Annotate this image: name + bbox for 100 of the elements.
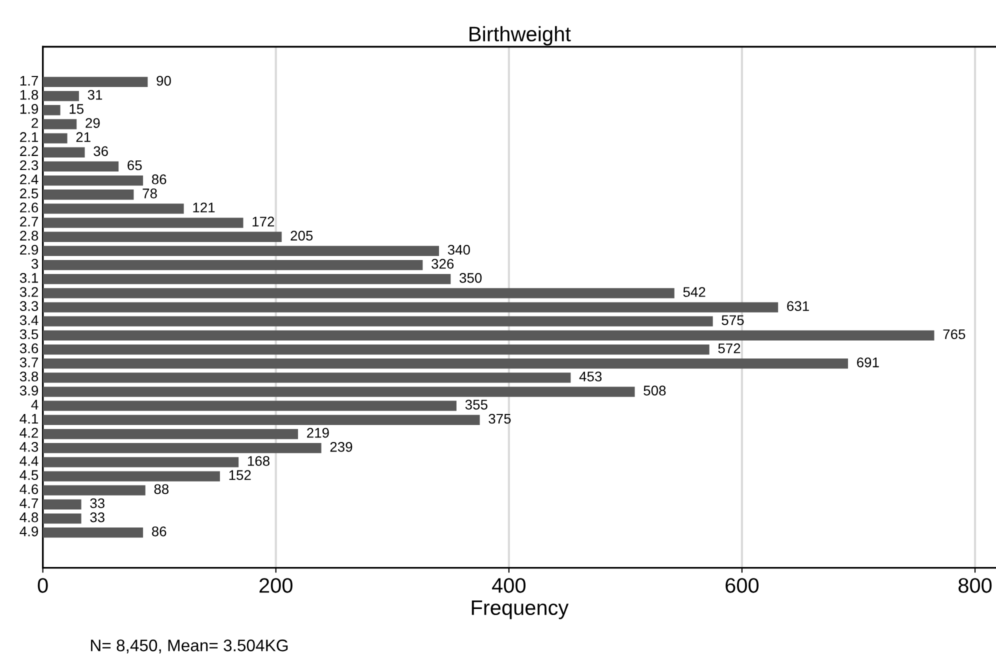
data-label: 29 [86,118,100,128]
y-tick-label: 4.1 [20,414,38,424]
y-tick-label: 4.6 [20,484,38,494]
bar [42,344,710,355]
bar [42,428,298,440]
y-tick-label: 1.8 [20,90,38,100]
data-label: 765 [943,329,966,340]
bar [42,76,148,88]
y-tick-label: 2.5 [20,188,38,198]
bar [42,330,934,341]
data-label: 168 [248,456,270,466]
data-label: 340 [448,244,470,255]
data-label: 239 [330,442,352,452]
data-label: 631 [787,301,809,312]
bar [42,161,119,172]
y-tick-label: 2.2 [20,146,38,156]
y-tick-label: 3.1 [20,273,38,283]
y-tick-label: 4.7 [20,498,38,508]
bar [42,414,480,426]
y-tick-label: 4.4 [20,456,38,466]
bar [42,316,713,326]
y-tick-label: 3.9 [20,386,38,396]
data-label: 542 [683,287,706,297]
data-label: 121 [193,202,215,212]
y-tick-label: 2.6 [20,202,38,212]
data-label: 21 [76,132,90,142]
bar [42,218,244,228]
data-label: 31 [88,90,102,100]
data-label: 572 [718,343,740,354]
bar [42,358,848,369]
bar [42,457,239,468]
data-label: 205 [290,230,313,241]
bar [42,90,79,102]
y-tick-label: 4.8 [20,512,38,522]
chart-title: Birthweight [470,26,571,46]
data-label: 508 [644,386,666,396]
y-tick-label: 4.5 [20,470,38,480]
x-tick-label: 0 [38,578,48,593]
bar [42,485,146,496]
x-tick-label: 600 [726,578,759,593]
data-label: 86 [152,526,166,536]
bar [42,443,322,454]
y-tick-label: 3.6 [20,343,38,354]
data-label: 88 [154,484,169,494]
y-tick-label: 2.8 [20,230,38,241]
y-tick-label: 3 [31,258,38,269]
data-label: 15 [70,104,84,114]
x-axis-title: Frequency [472,600,569,620]
bar [42,513,82,524]
y-tick-label: 4 [31,400,38,410]
x-tick-label: 200 [260,578,292,593]
y-tick-label: 3.4 [20,315,38,326]
bar [42,105,60,116]
bar [42,274,451,284]
bar [42,204,184,214]
bar [42,260,423,270]
data-label: 36 [94,146,108,156]
bar [42,190,134,200]
y-tick-label: 1.7 [20,76,38,86]
data-label: 375 [488,414,511,424]
y-tick-label: 2 [32,118,38,128]
bar [42,246,440,256]
y-tick-label: 4.3 [20,442,38,452]
data-label: 691 [857,358,879,368]
bar [42,288,674,298]
y-tick-label: 2.4 [20,174,38,184]
text: N= 8,450, Mean= 3.504KG [91,640,288,654]
data-label: 575 [722,315,744,326]
data-label: 152 [229,470,251,480]
bar [42,372,571,383]
data-label: 86 [152,174,166,184]
data-label: 65 [128,160,142,170]
y-tick-label: 3.3 [20,301,38,312]
data-label: 33 [90,498,104,508]
data-label: 172 [252,216,274,226]
y-tick-label: 3.5 [20,329,38,340]
y-tick-label: 4.9 [20,526,38,536]
bar [42,400,456,411]
y-tick-label: 3.8 [20,372,38,382]
y-tick-label: 4.2 [20,428,38,438]
bar [42,232,282,242]
data-label: 219 [307,428,329,438]
y-tick-label: 2.3 [20,160,38,170]
bar [42,471,220,482]
bar [42,175,144,186]
bar [42,147,85,158]
bar [42,302,778,312]
y-tick-label: 3.7 [20,358,38,368]
x-tick-label: 400 [492,578,526,593]
y-tick-label: 2.7 [20,216,38,226]
bar [42,133,68,144]
bar [42,528,144,538]
data-label: 33 [90,512,104,522]
data-label: 355 [465,400,488,410]
x-tick-label: 800 [958,578,992,593]
data-label: 326 [432,258,454,269]
data-label: 90 [156,76,171,86]
bar [42,386,635,397]
y-tick-label: 1.9 [20,104,38,114]
y-tick-label: 2.1 [20,132,38,142]
